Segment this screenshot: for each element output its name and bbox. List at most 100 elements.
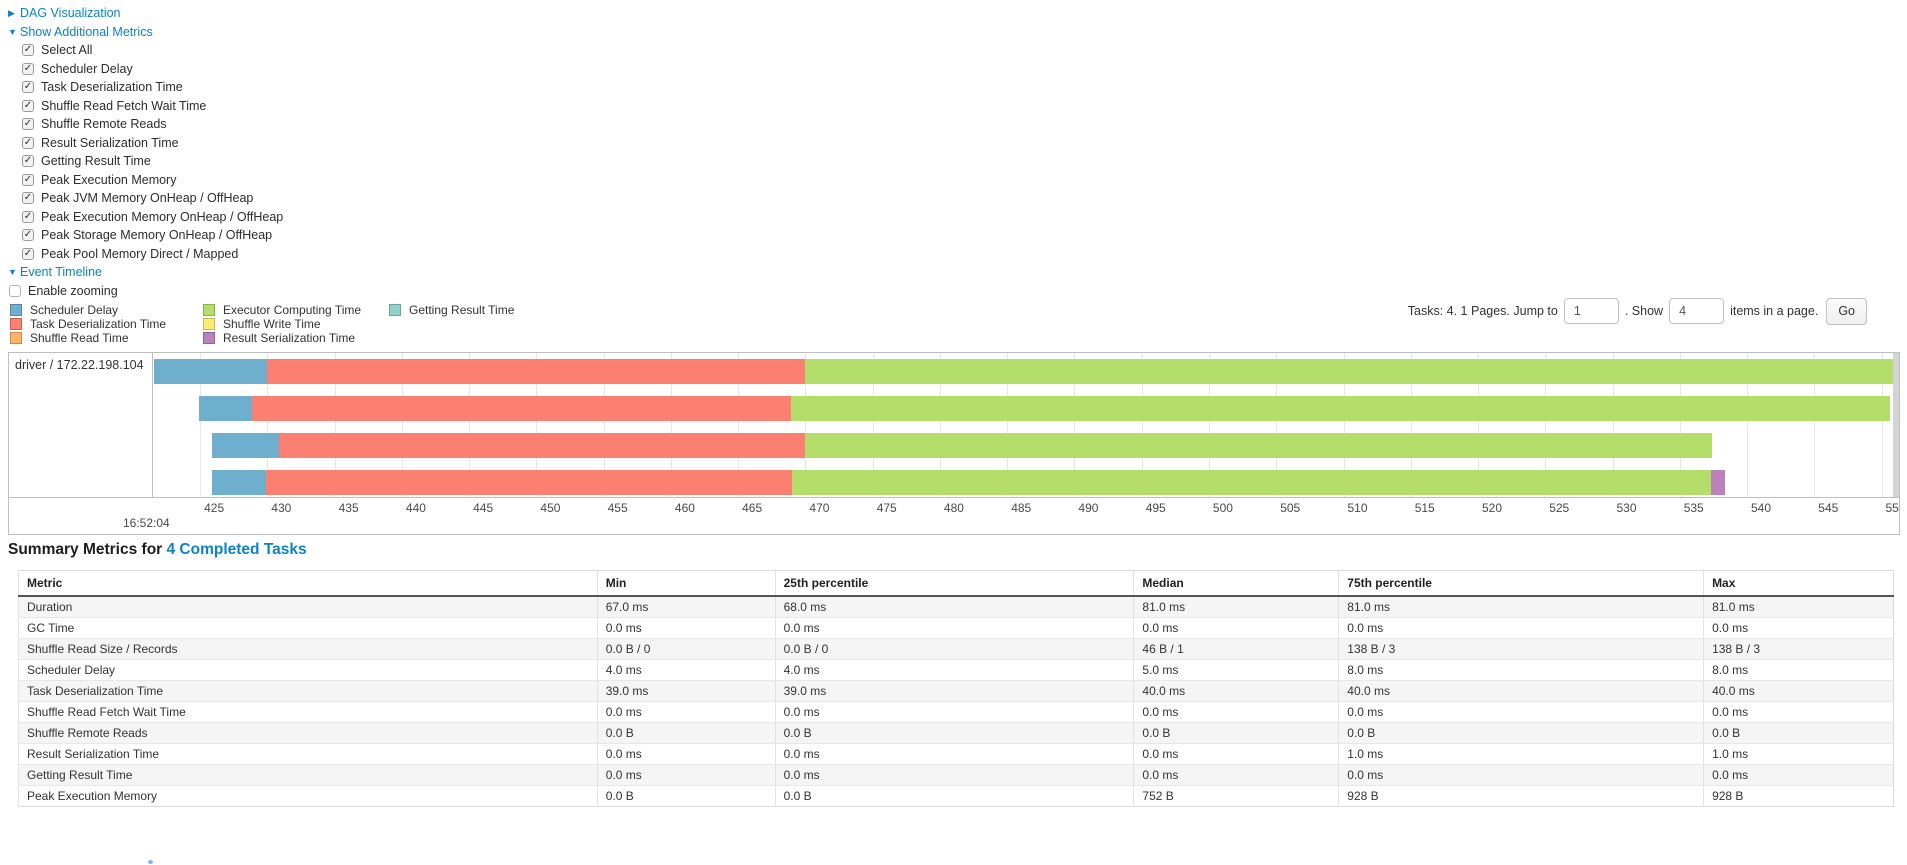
enable-zooming-row: Enable zooming [0, 282, 283, 301]
metric-checkbox-label[interactable]: Peak Storage Memory OnHeap / OffHeap [41, 228, 273, 243]
metric-value-cell: 0.0 ms [1338, 617, 1704, 639]
table-column-header: Metric [18, 570, 598, 597]
axis-tick-label: 470 [809, 501, 830, 515]
checkbox-checked-icon[interactable]: ✓ [22, 210, 34, 223]
checkbox-checked-icon[interactable]: ✓ [22, 136, 34, 149]
metric-value-cell: 0.0 ms [1703, 701, 1894, 723]
dag-visualization-toggle[interactable]: ▶ DAG Visualization [0, 4, 283, 23]
task-bar[interactable] [212, 433, 1712, 458]
timeline-gridline [1343, 353, 1345, 497]
checkbox-checked-icon[interactable]: ✓ [22, 192, 34, 205]
metric-checkbox-label[interactable]: Shuffle Remote Reads [41, 117, 167, 132]
legend-item: Executor Computing Time [203, 303, 389, 317]
timeline-plot-area [153, 353, 1899, 497]
timeline-gridline [1208, 353, 1210, 497]
timeline-gridline [1478, 353, 1479, 497]
legend-swatch-icon [10, 304, 22, 316]
table-row: Scheduler Delay 4.0 ms 4.0 ms 5.0 ms 8.0 ms 8… [18, 659, 1894, 681]
completed-tasks-link[interactable]: 4 Completed Tasks [166, 541, 307, 558]
metric-checkbox-label[interactable]: Peak JVM Memory OnHeap / OffHeap [41, 191, 254, 206]
enable-zooming-label[interactable]: Enable zooming [28, 283, 118, 298]
task-segment-scheduler-delay [154, 359, 268, 384]
timeline-gridline [1747, 353, 1748, 497]
metric-value-cell: 4.0 ms [596, 659, 776, 681]
metric-value-cell: 81.0 ms [1338, 595, 1704, 618]
metric-checkbox-label[interactable]: Peak Execution Memory [41, 172, 177, 187]
task-pagination: Tasks: 4. 1 Pages. Jump to . Show items … [1408, 297, 1867, 325]
metric-name-cell: Task Deserialization Time [18, 680, 598, 702]
metric-value-cell: 0.0 B [1338, 722, 1704, 744]
checkbox-checked-icon[interactable]: ✓ [22, 247, 34, 260]
metric-value-cell: 0.0 ms [774, 764, 1134, 786]
axis-tick-label: 455 [607, 501, 628, 515]
axis-tick-label: 510 [1347, 501, 1368, 515]
metric-checkbox-label[interactable]: Select All [41, 43, 93, 58]
metric-checkbox-row: ✓ Shuffle Remote Reads [0, 115, 283, 134]
table-row: Shuffle Remote Reads 0.0 B 0.0 B 0.0 B 0.0 B… [18, 722, 1894, 744]
items-per-page-input[interactable] [1669, 298, 1725, 324]
timeline-scrollbar[interactable] [1893, 353, 1899, 497]
task-bar[interactable] [154, 359, 1899, 384]
metric-name-cell: Peak Execution Memory [18, 785, 598, 807]
checkbox-checked-icon[interactable]: ✓ [22, 229, 34, 242]
task-segment-executor-computing-time [805, 433, 1712, 458]
go-button[interactable]: Go [1826, 297, 1867, 325]
metric-checkbox-label[interactable]: Result Serialization Time [41, 135, 179, 150]
timeline-gridline [200, 353, 202, 497]
metric-value-cell: 0.0 B [596, 785, 776, 807]
checkbox-checked-icon[interactable]: ✓ [22, 99, 34, 112]
table-row: GC Time 0.0 ms 0.0 ms 0.0 ms 0.0 ms 0.0 ms [18, 617, 1894, 639]
metric-checkbox-label[interactable]: Peak Execution Memory OnHeap / OffHeap [41, 209, 284, 224]
metric-checkbox-label[interactable]: Shuffle Read Fetch Wait Time [41, 98, 207, 113]
metric-value-cell: 0.0 ms [596, 743, 776, 765]
dag-visualization-label: DAG Visualization [20, 6, 121, 21]
metric-checkbox-row: ✓ Getting Result Time [0, 152, 283, 171]
axis-tick-label: 465 [742, 501, 763, 515]
checkbox-checked-icon[interactable]: ✓ [22, 118, 34, 131]
table-column-header: Max [1703, 570, 1894, 597]
event-timeline-chart: driver / 172.22.198.104 425 430 435 440 445 4… [8, 352, 1900, 535]
timeline-gridline [1814, 353, 1816, 497]
metric-name-cell: Shuffle Read Fetch Wait Time [18, 701, 598, 723]
checkbox-checked-icon[interactable]: ✓ [22, 62, 34, 75]
metric-checkbox-row: ✓ Shuffle Read Fetch Wait Time [0, 97, 283, 116]
metric-value-cell: 4.0 ms [774, 659, 1134, 681]
metric-value-cell: 0.0 ms [1338, 764, 1704, 786]
show-label: . Show [1624, 304, 1664, 318]
task-bar[interactable] [212, 470, 1726, 495]
metric-name-cell: Shuffle Remote Reads [18, 722, 598, 744]
task-segment-scheduler-delay [198, 396, 253, 421]
metric-value-cell: 67.0 ms [596, 595, 776, 618]
checkbox-checked-icon[interactable]: ✓ [22, 81, 34, 94]
summary-metrics-table: Metric Min 25th percentile Median 75th perce… [18, 570, 1894, 807]
task-bar[interactable] [198, 396, 1890, 421]
metric-checkbox-row: ✓ Scheduler Delay [0, 60, 283, 79]
show-additional-metrics-toggle[interactable]: ▼ Show Additional Metrics [0, 23, 283, 42]
legend-item: Shuffle Write Time [203, 317, 389, 331]
table-row: Task Deserialization Time 39.0 ms 39.0 ms 4… [18, 680, 1894, 702]
checkbox-checked-icon[interactable]: ✓ [22, 173, 34, 186]
metric-value-cell: 0.0 ms [1703, 617, 1894, 639]
checkbox-checked-icon[interactable]: ✓ [22, 155, 34, 168]
metric-value-cell: 0.0 ms [1338, 701, 1704, 723]
metric-checkbox-row: ✓ Peak Storage Memory OnHeap / OffHeap [0, 226, 283, 245]
metric-checkbox-label[interactable]: Getting Result Time [41, 154, 151, 169]
enable-zooming-checkbox[interactable] [9, 284, 21, 297]
metric-checkbox-label[interactable]: Task Deserialization Time [41, 80, 183, 95]
chevron-right-icon: ▶ [8, 7, 15, 18]
metric-checkbox-label[interactable]: Peak Pool Memory Direct / Mapped [41, 246, 239, 261]
metric-name-cell: GC Time [18, 617, 598, 639]
axis-time-label: 16:52:04 [123, 516, 170, 530]
axis-tick-label: 520 [1482, 501, 1503, 515]
metric-value-cell: 0.0 ms [774, 617, 1134, 639]
metric-checkbox-row: ✓ Peak Execution Memory [0, 171, 283, 190]
metric-value-cell: 0.0 ms [596, 701, 776, 723]
jump-to-page-input[interactable] [1563, 298, 1619, 324]
table-column-header: Median [1133, 570, 1339, 597]
metric-value-cell: 0.0 ms [1133, 764, 1339, 786]
metric-checkbox-label[interactable]: Scheduler Delay [41, 61, 133, 76]
event-timeline-toggle[interactable]: ▼ Event Timeline [0, 263, 283, 282]
checkbox-checked-icon[interactable]: ✓ [22, 44, 34, 57]
timeline-gridline [738, 353, 740, 497]
